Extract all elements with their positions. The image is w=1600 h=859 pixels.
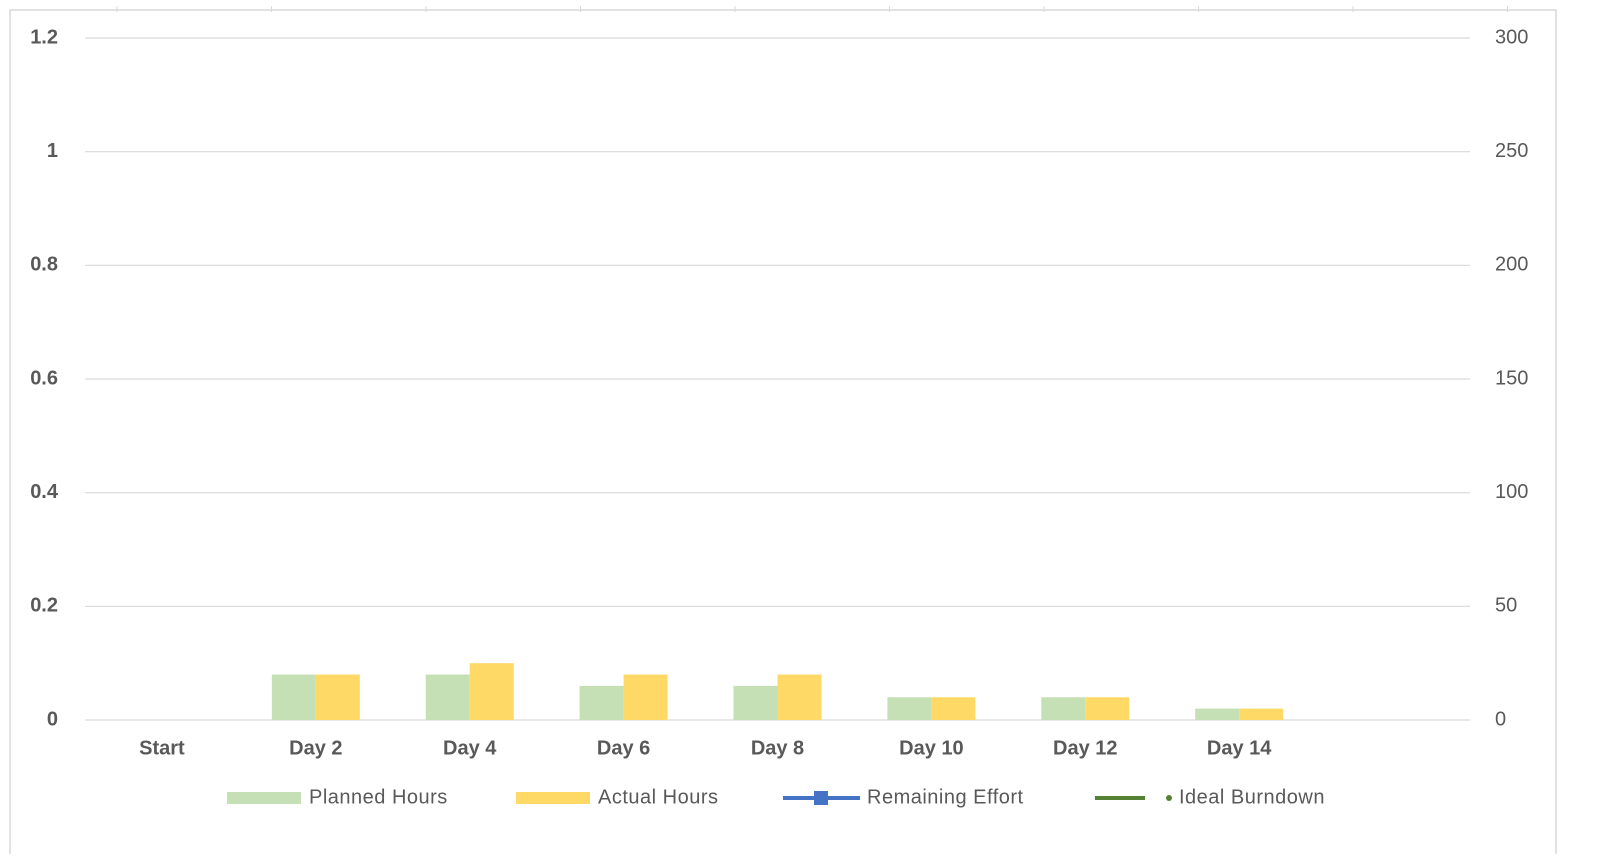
x-tick-label: Day 8 <box>751 737 804 759</box>
x-tick-label: Day 14 <box>1207 737 1272 759</box>
y2-tick-label: 0 <box>1495 708 1506 730</box>
bar <box>315 674 360 720</box>
bar <box>271 674 316 720</box>
x-tick-label: Start <box>139 737 185 759</box>
y-tick-label: 0.4 <box>30 481 59 503</box>
y-tick-label: 0 <box>47 708 58 730</box>
bar <box>777 674 822 720</box>
x-tick-label: Day 4 <box>443 737 497 759</box>
bar <box>1195 708 1240 720</box>
bar <box>733 685 778 720</box>
bar <box>469 663 514 720</box>
legend-label: Planned Hours <box>309 786 448 808</box>
bar <box>931 697 976 720</box>
bar <box>623 674 668 720</box>
y2-tick-label: 250 <box>1495 140 1528 162</box>
x-tick-label: Day 2 <box>289 737 342 759</box>
y-tick-label: 0.6 <box>30 367 58 389</box>
y2-tick-label: 200 <box>1495 254 1528 276</box>
legend-swatch <box>516 792 590 804</box>
bar <box>1239 708 1284 720</box>
legend-label: Remaining Effort <box>867 786 1024 808</box>
x-tick-label: Day 12 <box>1053 737 1118 759</box>
chart-frame <box>9 9 1557 859</box>
y-tick-label: 1 <box>47 140 58 162</box>
y-tick-label: 1.2 <box>30 26 58 48</box>
y-tick-label: 0.8 <box>30 254 58 276</box>
legend-marker <box>1166 795 1172 801</box>
legend-marker <box>814 791 828 805</box>
x-tick-label: Day 6 <box>597 737 650 759</box>
bar <box>425 674 470 720</box>
bar <box>1041 697 1086 720</box>
y2-tick-label: 100 <box>1495 481 1528 503</box>
y2-tick-label: 300 <box>1495 26 1528 48</box>
legend-label: Ideal Burndown <box>1179 786 1325 808</box>
y-tick-label: 0.2 <box>30 595 58 617</box>
legend-swatch <box>227 792 301 804</box>
y2-tick-label: 50 <box>1495 595 1517 617</box>
bar <box>579 685 624 720</box>
x-tick-label: Day 10 <box>899 737 964 759</box>
bar <box>1085 697 1130 720</box>
y2-tick-label: 150 <box>1495 367 1528 389</box>
bar <box>887 697 932 720</box>
legend-label: Actual Hours <box>598 786 719 808</box>
